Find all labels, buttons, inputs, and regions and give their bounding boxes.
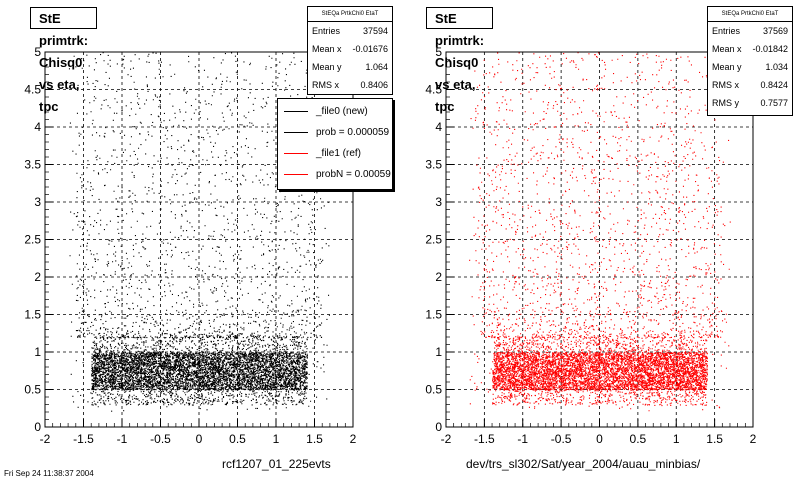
stats-label: Mean y bbox=[312, 62, 342, 72]
left-stats-rows: Entries 37594 Mean x -0.01676 Mean y 1.064 RMS… bbox=[308, 22, 392, 94]
left-scatter-plot: -2 -1.5 -1 -0.5 0 0.5 1 1.5 2 0 0.5 1 1.5 2 2.5 3 3.5 4 4.… bbox=[24, 45, 357, 446]
stats-row: RMS x 0.8424 bbox=[708, 76, 792, 94]
y-tick-label: 3 bbox=[435, 195, 442, 209]
x-tick-label: 0.5 bbox=[229, 432, 246, 446]
left-legend-entries: _file0 (new) prob = 0.000059 _file1 (ref) p… bbox=[278, 101, 392, 185]
stats-row: Entries 37594 bbox=[308, 22, 392, 40]
y-tick-label: 2.5 bbox=[425, 233, 442, 247]
stats-value: -0.01842 bbox=[752, 44, 788, 54]
x-tick-label: -0.5 bbox=[551, 432, 572, 446]
stats-value: 0.7577 bbox=[760, 98, 788, 108]
x-tick-label: 1 bbox=[673, 432, 680, 446]
stats-label: Mean x bbox=[712, 44, 742, 54]
stats-label: RMS x bbox=[312, 80, 339, 90]
legend-label: probN = 0.00059 bbox=[316, 169, 391, 180]
stats-row: Mean y 1.064 bbox=[308, 58, 392, 76]
x-tick-label: -2 bbox=[40, 432, 51, 446]
legend-label: prob = 0.000059 bbox=[316, 127, 390, 138]
right-stats-box: StEQa PrtkChi0 EtaT Entries 37569 Mean x -0… bbox=[707, 6, 793, 116]
legend-label: _file1 (ref) bbox=[316, 148, 362, 159]
x-tick-label: -1 bbox=[117, 432, 128, 446]
legend-line-icon bbox=[284, 174, 308, 175]
y-tick-label: 1 bbox=[435, 345, 442, 359]
left-chart-title: StE primtrk: Chisq0 vs eta, tpc bbox=[30, 7, 98, 114]
y-tick-label: 4 bbox=[435, 120, 442, 134]
stats-label: RMS y bbox=[712, 98, 739, 108]
x-tick-label: -1.5 bbox=[73, 432, 94, 446]
x-tick-label: -0.5 bbox=[150, 432, 171, 446]
left-stats-box: StEQa PrtkChi0 EtaT Entries 37594 Mean x -0… bbox=[307, 6, 393, 95]
x-tick-label: 0 bbox=[196, 432, 203, 446]
legend-line-icon bbox=[284, 111, 308, 112]
x-tick-label: 2 bbox=[750, 432, 757, 446]
stats-value: 0.8424 bbox=[760, 80, 788, 90]
x-tick-label: -1.5 bbox=[474, 432, 495, 446]
x-tick-label: 1 bbox=[273, 432, 280, 446]
stats-value: 0.8406 bbox=[360, 80, 388, 90]
x-tick-label: 0.5 bbox=[630, 432, 647, 446]
stats-label: Mean x bbox=[312, 44, 342, 54]
stats-row: RMS y 0.7577 bbox=[708, 94, 792, 112]
stats-value: 37594 bbox=[362, 26, 388, 36]
y-tick-label: 4 bbox=[34, 120, 41, 134]
stats-value: -0.01676 bbox=[352, 44, 388, 54]
legend-line-icon bbox=[284, 153, 308, 154]
y-tick-label: 4.5 bbox=[425, 83, 442, 97]
stats-row: Mean y 1.034 bbox=[708, 58, 792, 76]
stats-row: Mean x -0.01676 bbox=[308, 40, 392, 58]
stats-label: Mean y bbox=[712, 62, 742, 72]
x-tick-label: -2 bbox=[441, 432, 452, 446]
legend-entry: probN = 0.00059 bbox=[278, 164, 392, 185]
x-tick-label: 2 bbox=[350, 432, 357, 446]
legend-label: _file0 (new) bbox=[316, 106, 368, 117]
y-tick-label: 5 bbox=[34, 45, 41, 59]
stats-label: Entries bbox=[712, 26, 741, 36]
legend-entry: _file0 (new) bbox=[278, 101, 392, 122]
y-tick-label: 0 bbox=[34, 420, 41, 434]
y-tick-label: 3 bbox=[34, 195, 41, 209]
y-tick-label: 5 bbox=[435, 45, 442, 59]
y-tick-label: 3.5 bbox=[425, 158, 442, 172]
left-legend: _file0 (new) prob = 0.000059 _file1 (ref) p… bbox=[277, 98, 393, 190]
left-stats-header: StEQa PrtkChi0 EtaT bbox=[308, 7, 392, 22]
footer-timestamp: Fri Sep 24 11:38:37 2004 bbox=[4, 469, 94, 478]
stats-label: Entries bbox=[312, 26, 341, 36]
stats-label: RMS x bbox=[712, 80, 739, 90]
x-tick-label: 1.5 bbox=[306, 432, 323, 446]
legend-entry: prob = 0.000059 bbox=[278, 122, 392, 143]
y-tick-label: 0.5 bbox=[425, 383, 442, 397]
y-tick-label: 0.5 bbox=[24, 383, 41, 397]
scatter-points bbox=[68, 52, 331, 412]
scatter-points bbox=[469, 52, 731, 412]
stats-row: RMS x 0.8406 bbox=[308, 76, 392, 94]
right-stats-rows: Entries 37569 Mean x -0.01842 Mean y 1.034 RMS… bbox=[708, 22, 792, 112]
y-tick-label: 4.5 bbox=[24, 83, 41, 97]
right-chart-title: StE primtrk: Chisq0 vs eta, tpc bbox=[426, 7, 494, 114]
x-tick-label: 0 bbox=[596, 432, 603, 446]
x-tick-label: -1 bbox=[517, 432, 528, 446]
stats-value: 1.034 bbox=[765, 62, 788, 72]
y-tick-label: 1 bbox=[34, 345, 41, 359]
y-tick-label: 2 bbox=[435, 270, 442, 284]
stats-row: Mean x -0.01842 bbox=[708, 40, 792, 58]
y-tick-label: 2 bbox=[34, 270, 41, 284]
y-tick-label: 1.5 bbox=[24, 308, 41, 322]
y-tick-label: 0 bbox=[435, 420, 442, 434]
left-x-axis-label: rcf1207_01_225evts bbox=[222, 457, 331, 471]
legend-line-icon bbox=[284, 132, 308, 133]
stats-value: 1.064 bbox=[365, 62, 388, 72]
right-x-axis-label: dev/trs_sl302/Sat/year_2004/auau_minbias… bbox=[466, 457, 701, 471]
stats-row: Entries 37569 bbox=[708, 22, 792, 40]
x-tick-label: 1.5 bbox=[706, 432, 723, 446]
y-tick-label: 3.5 bbox=[24, 158, 41, 172]
y-tick-label: 1.5 bbox=[425, 308, 442, 322]
y-tick-label: 2.5 bbox=[24, 233, 41, 247]
legend-entry: _file1 (ref) bbox=[278, 143, 392, 164]
stats-value: 37569 bbox=[762, 26, 788, 36]
right-stats-header: StEQa PrtkChi0 EtaT bbox=[708, 7, 792, 22]
